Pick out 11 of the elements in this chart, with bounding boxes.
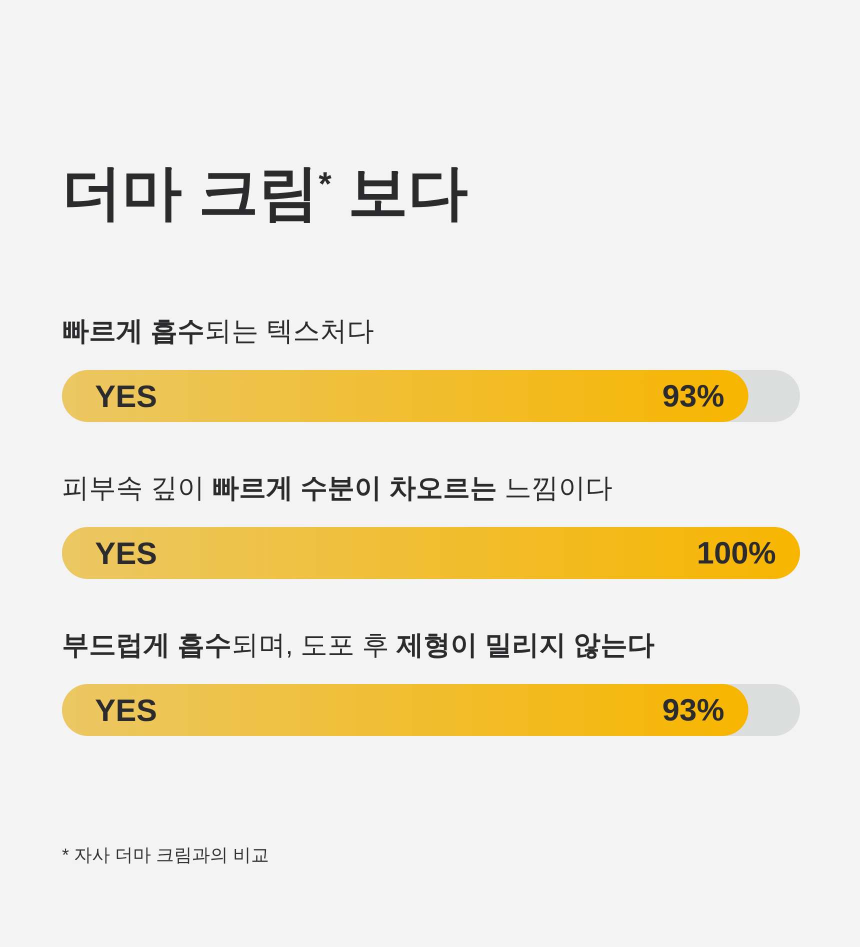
y-tick-label: 부드럽게 흡수되며, 도포 후 제형이 밀리지 않는다 — [62, 630, 655, 660]
annotation: YES — [95, 378, 158, 414]
annotation: YES — [95, 692, 158, 728]
data-label: 93% — [662, 378, 724, 414]
y-tick-label: 빠르게 흡수되는 텍스처다 — [62, 316, 374, 346]
y-tick-label: 피부속 깊이 빠르게 수분이 차오르는 느낌이다 — [62, 473, 613, 503]
data-label: 93% — [662, 692, 724, 728]
chart-title: 더마 크림$^{*}$ 보다 — [62, 159, 468, 226]
text: * 자사 더마 크림과의 비교 — [62, 845, 270, 865]
annotation: YES — [95, 536, 158, 570]
data-label: 100% — [696, 536, 776, 570]
